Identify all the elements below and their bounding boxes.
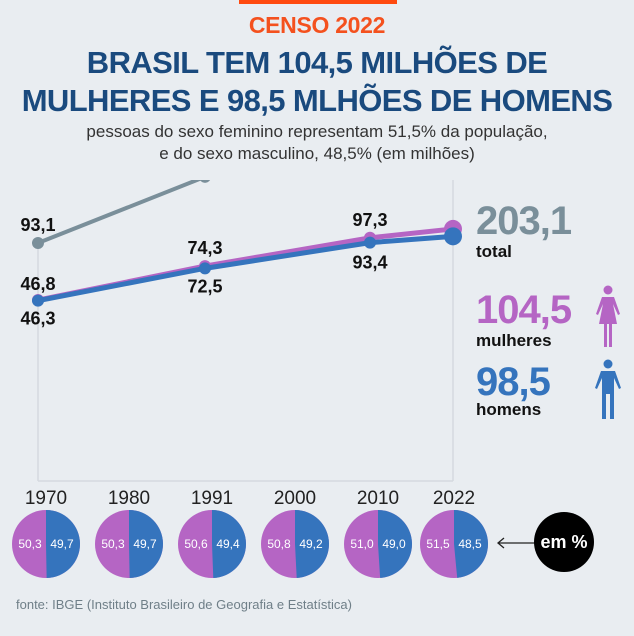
x-tick-label-2010: 2010	[356, 488, 400, 509]
pie-label-mulheres-1980: 50,3	[101, 537, 125, 551]
x-tick-label-1970: 1970	[24, 488, 68, 509]
men-label: homens	[476, 400, 542, 419]
pie-1991: 50,6 49,4	[178, 510, 246, 578]
pie-1970: 50,3 49,7	[12, 510, 80, 578]
kicker: CENSO 2022	[248, 12, 386, 38]
man-icon	[595, 359, 621, 419]
data-label-mulheres-2010: 97,3	[352, 210, 387, 230]
pie-label-homens-1970: 49,7	[50, 537, 74, 551]
pie-label-mulheres-1970: 50,3	[18, 537, 42, 551]
total-value: 203,1	[476, 199, 572, 243]
pie-slice-homens-2022	[454, 510, 488, 578]
pie-slice-homens-1980	[129, 510, 163, 578]
women-value: 104,5	[476, 288, 572, 332]
pie-1980: 50,3 49,7	[95, 510, 163, 578]
pie-label-homens-2022: 48,5	[458, 537, 482, 551]
data-label-homens-2010: 93,4	[352, 253, 387, 273]
data-label-total-1970: 93,1	[20, 215, 55, 235]
pie-label-homens-1991: 49,4	[216, 537, 240, 551]
pie-label-homens-2010: 49,0	[382, 537, 406, 551]
pie-slice-homens-2010	[378, 510, 412, 578]
headline-line-2: MULHERES E 98,5 MLHÕES DE HOMENS	[21, 83, 613, 118]
woman-icon	[596, 285, 620, 347]
x-tick-label-2000: 2000	[273, 488, 317, 509]
subtitle-line-1: pessoas do sexo feminino representam 51,…	[86, 122, 548, 141]
men-value: 98,5	[476, 360, 551, 404]
pie-label-mulheres-1991: 50,6	[184, 537, 208, 551]
point-homens-2022	[444, 227, 462, 246]
source-note: fonte: IBGE (Instituto Brasileiro de Geo…	[16, 597, 352, 612]
percent-badge: em %	[534, 512, 594, 572]
pie-label-mulheres-2000: 50,8	[267, 537, 291, 551]
subtitle-line-2: e do sexo masculino, 48,5% (em milhões)	[159, 144, 475, 163]
x-tick-label-2022: 2022	[432, 488, 476, 509]
pie-2000: 50,8 49,2	[261, 510, 329, 578]
pie-label-mulheres-2010: 51,0	[350, 537, 374, 551]
year-labels: 1970 1980 1991 2000 2010 2022	[0, 488, 634, 512]
point-homens-2010	[364, 236, 376, 249]
total-label: total	[476, 242, 512, 261]
arrow-left-icon	[496, 537, 536, 549]
pie-slice-homens-1970	[46, 510, 80, 578]
pie-label-mulheres-2022: 51,5	[426, 537, 450, 551]
point-total-1991	[199, 180, 211, 183]
subtitle: pessoas do sexo feminino representam 51,…	[0, 121, 634, 165]
x-tick-label-1991: 1991	[190, 488, 234, 509]
data-label-mulheres-1970: 46,8	[20, 274, 55, 294]
women-label: mulheres	[476, 331, 552, 350]
data-label-homens-1991: 72,5	[187, 276, 222, 296]
pie-2022: 51,5 48,5	[420, 510, 488, 578]
point-homens-1991	[199, 262, 211, 275]
series-line-homens	[37, 233, 454, 304]
pie-label-homens-1980: 49,7	[133, 537, 157, 551]
pie-slice-homens-1991	[212, 510, 246, 578]
data-label-mulheres-1991: 74,3	[187, 238, 222, 258]
data-label-homens-1970: 46,3	[20, 309, 55, 329]
pie-slice-homens-2000	[295, 510, 329, 578]
series-line-total	[37, 180, 203, 245]
pie-2010: 51,0 49,0	[344, 510, 412, 578]
headline: BRASIL TEM 104,5 MILHÕES DE MULHERES E 9…	[0, 44, 634, 120]
x-tick-label-1980: 1980	[107, 488, 151, 509]
headline-line-1: BRASIL TEM 104,5 MILHÕES DE	[86, 45, 548, 80]
point-total-1970	[32, 236, 44, 249]
line-chart: 93,1146,8190,846,874,397,346,372,593,4	[20, 180, 462, 482]
pie-label-homens-2000: 49,2	[299, 537, 323, 551]
point-homens-1970	[32, 294, 44, 307]
accent-bar	[239, 0, 397, 4]
